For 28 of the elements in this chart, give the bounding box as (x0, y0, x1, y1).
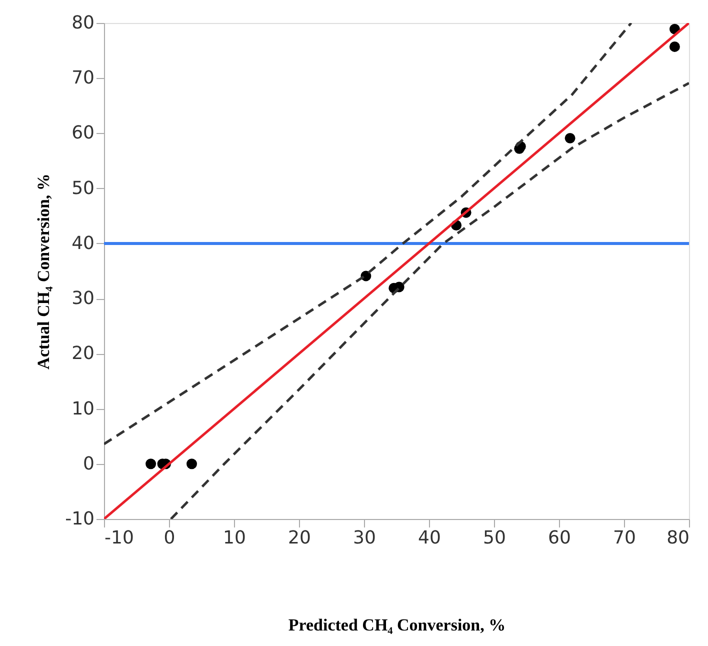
x-tick-label: 80 (666, 528, 690, 548)
x-tick-label: 50 (483, 528, 506, 548)
x-tick-label: 40 (418, 528, 441, 548)
y-tick-label: 20 (72, 343, 94, 364)
x-tick-label: 30 (353, 528, 376, 548)
point (564, 132, 576, 144)
y-axis-title: Actual CH₄ Conversion, % (34, 174, 54, 370)
y-tick-label: -10 (65, 508, 94, 530)
line-series (170, 82, 689, 519)
y-tick-label: 60 (72, 122, 94, 144)
y-tick-label: 80 (72, 12, 94, 34)
y-tick-label: 70 (72, 68, 94, 89)
x-tick-label: 0 (164, 528, 176, 548)
y-tick-label: 10 (72, 398, 94, 420)
x-tick-label: -10 (104, 528, 134, 548)
line-series (104, 23, 632, 446)
y-tick-label: 50 (72, 178, 94, 199)
x-axis-title: Predicted CH₄ Conversion, % (288, 616, 506, 634)
y-tick-label: 40 (72, 232, 94, 254)
point (669, 41, 680, 52)
y-tick-label: 0 (83, 453, 94, 474)
x-tick-label: 20 (288, 528, 311, 548)
point (186, 458, 197, 470)
point (146, 458, 156, 470)
x-tick-label: 10 (223, 528, 246, 548)
y-tick-label: 30 (72, 288, 94, 310)
x-tick-label: 60 (548, 528, 571, 548)
x-tick-label: 70 (613, 528, 636, 548)
